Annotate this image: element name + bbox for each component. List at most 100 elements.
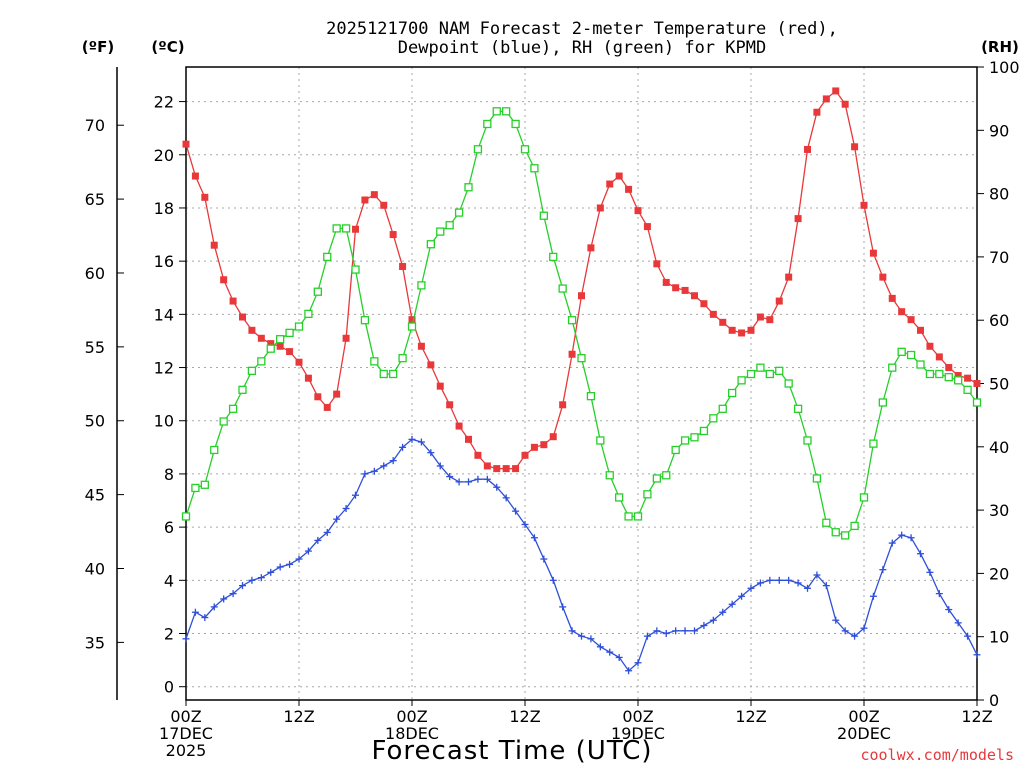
rh-tick-label: 100 — [989, 58, 1020, 77]
data-point — [492, 107, 501, 116]
data-point — [446, 473, 454, 481]
data-point — [220, 595, 228, 603]
data-point — [728, 388, 737, 398]
data-point — [181, 512, 191, 521]
fahrenheit-tick-label: 65 — [85, 190, 105, 209]
data-point — [549, 433, 557, 441]
data-point — [851, 632, 859, 640]
data-point — [578, 292, 585, 300]
data-point — [935, 369, 944, 379]
data-point — [596, 643, 604, 651]
data-point — [314, 536, 322, 544]
data-point — [361, 196, 369, 204]
celsius-tick-label: 8 — [164, 465, 174, 484]
x-tick-label: 18DEC — [385, 724, 439, 743]
data-point — [257, 574, 265, 582]
data-point — [483, 475, 491, 483]
data-point — [633, 512, 643, 521]
celsius-tick-label: 0 — [164, 678, 174, 697]
data-point — [869, 249, 877, 257]
data-point — [360, 316, 370, 325]
x-tick-label: 12Z — [961, 707, 992, 726]
tick-labels: 0 2 4 6 8 10 12 14 16 18 20 22 35 40 45 50 55 60 65 70 0 10 20… — [85, 58, 1020, 760]
data-point — [916, 360, 925, 369]
data-point — [812, 474, 822, 483]
data-point — [973, 380, 981, 387]
data-point — [869, 439, 878, 448]
data-point — [719, 608, 727, 616]
data-point — [831, 528, 840, 537]
data-point — [567, 316, 577, 325]
data-point — [370, 191, 378, 199]
data-point — [860, 201, 868, 209]
data-point — [220, 276, 228, 284]
data-point — [408, 316, 416, 324]
data-point — [483, 462, 491, 470]
x-tick-label: 12Z — [509, 707, 540, 726]
data-point — [323, 252, 332, 262]
data-point — [314, 393, 322, 401]
data-point — [191, 483, 200, 493]
x-tick-label: 00Z — [396, 707, 427, 726]
data-point — [728, 600, 736, 608]
data-point — [294, 322, 304, 331]
data-point — [464, 183, 473, 192]
data-point — [794, 215, 802, 223]
data-point — [540, 555, 548, 563]
data-point — [455, 478, 463, 486]
data-point — [445, 221, 454, 230]
data-point — [502, 107, 511, 116]
data-point — [407, 322, 417, 331]
data-point — [793, 404, 803, 413]
data-point — [841, 531, 850, 540]
data-point — [775, 576, 783, 584]
data-point — [973, 651, 981, 659]
data-point — [238, 385, 247, 394]
data-point — [389, 457, 397, 465]
celsius-tick-label: 10 — [154, 412, 174, 431]
data-point — [869, 592, 877, 600]
data-point — [427, 449, 435, 457]
data-point — [558, 284, 567, 293]
data-point — [775, 297, 783, 305]
rh-tick-label: 80 — [989, 185, 1009, 204]
data-point — [935, 590, 943, 598]
data-point — [709, 414, 718, 423]
data-point — [653, 260, 661, 268]
data-point — [578, 632, 585, 640]
fahrenheit-tick-label: 45 — [85, 486, 105, 505]
data-point — [878, 398, 887, 407]
data-point — [219, 417, 228, 426]
data-point — [380, 201, 388, 209]
data-point — [436, 382, 444, 390]
data-point — [182, 140, 190, 148]
data-point — [295, 555, 303, 563]
data-point — [596, 204, 604, 212]
data-point — [719, 318, 727, 326]
celsius-tick-label: 16 — [154, 252, 174, 271]
data-point — [964, 632, 972, 640]
celsius-tick-label: 20 — [154, 146, 174, 165]
data-point — [530, 443, 538, 451]
data-point — [907, 316, 915, 324]
data-point — [286, 348, 294, 356]
rh-tick-label: 30 — [989, 501, 1009, 520]
data-point — [210, 603, 218, 611]
data-point — [624, 512, 633, 521]
data-point — [313, 287, 322, 296]
data-point — [700, 300, 708, 308]
data-point — [511, 119, 520, 129]
data-point — [191, 172, 199, 180]
data-point — [351, 265, 360, 274]
data-point — [295, 358, 303, 366]
data-point — [766, 576, 774, 584]
data-point — [718, 404, 727, 413]
data-point — [417, 281, 426, 290]
data-point — [785, 273, 793, 281]
data-point — [474, 451, 482, 459]
x-axis-title: Forecast Time (UTC) — [371, 736, 652, 766]
data-point — [577, 354, 586, 363]
data-point — [493, 483, 501, 491]
data-point — [427, 361, 435, 369]
data-point — [549, 576, 557, 584]
